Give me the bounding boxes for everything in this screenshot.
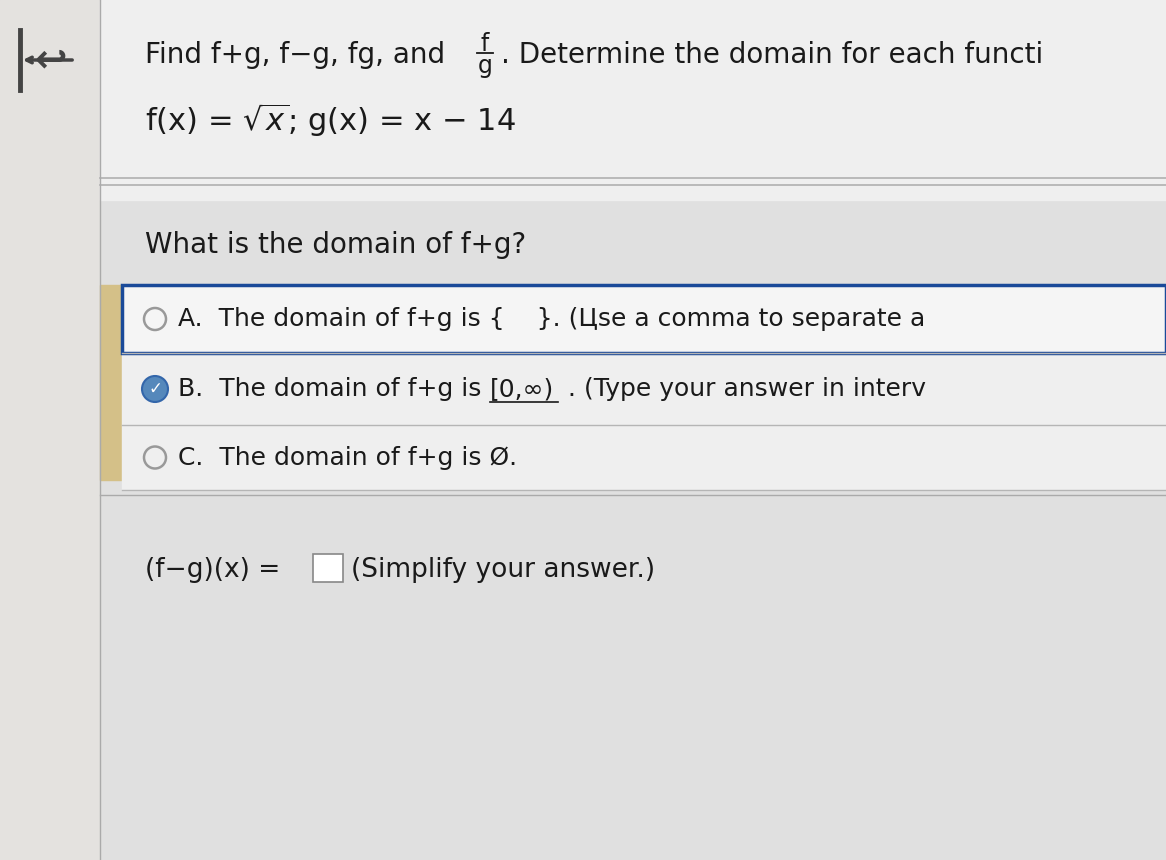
Circle shape	[143, 308, 166, 330]
Circle shape	[143, 446, 166, 469]
Text: (f−g)(x) =: (f−g)(x) =	[145, 557, 289, 583]
Text: Find f+g, f−g, fg, and: Find f+g, f−g, fg, and	[145, 41, 445, 69]
Bar	[100, 0, 1166, 200]
Text: What is the domain of f+g?: What is the domain of f+g?	[145, 231, 526, 259]
Bar	[122, 425, 1166, 490]
Bar	[100, 285, 122, 480]
Text: f: f	[480, 32, 490, 56]
FancyBboxPatch shape	[122, 285, 1166, 353]
Text: (Simplify your answer.): (Simplify your answer.)	[351, 557, 655, 583]
Bar	[122, 353, 1166, 425]
Text: A.  The domain of f+g is {    }. (Цse a comma to separate a: A. The domain of f+g is { }. (Цse a comm…	[178, 307, 926, 331]
Text: f(x) = $\sqrt{x}$; g(x) = x $-$ 14: f(x) = $\sqrt{x}$; g(x) = x $-$ 14	[145, 101, 515, 139]
Text: B.  The domain of f+g is: B. The domain of f+g is	[178, 377, 490, 401]
Text: ↩: ↩	[34, 41, 66, 79]
Text: C.  The domain of f+g is Ø.: C. The domain of f+g is Ø.	[178, 445, 518, 470]
Text: [0,∞): [0,∞)	[490, 377, 554, 401]
Text: . (Type your answer in interv: . (Type your answer in interv	[560, 377, 926, 401]
Circle shape	[142, 376, 168, 402]
Text: g: g	[478, 54, 492, 78]
Text: ✓: ✓	[148, 380, 162, 398]
Bar	[312, 554, 343, 582]
Text: . Determine the domain for each functi: . Determine the domain for each functi	[501, 41, 1044, 69]
Bar	[0, 0, 100, 860]
